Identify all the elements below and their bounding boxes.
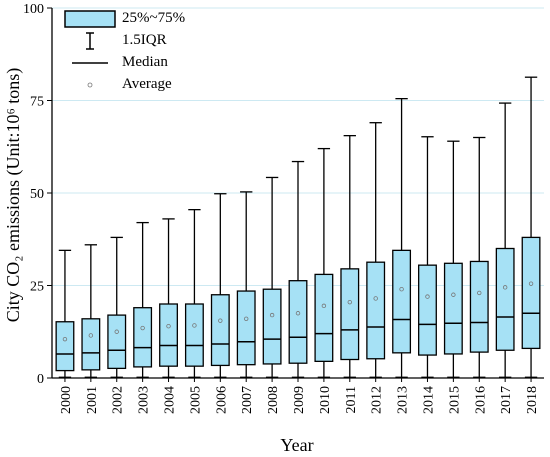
mean-marker (114, 329, 119, 334)
iqr-box (340, 268, 360, 361)
x-tick-label: 2006 (214, 386, 229, 414)
y-tick-label: 0 (37, 372, 44, 387)
x-tick-label: 2005 (188, 386, 203, 414)
x-tick-label: 2009 (292, 386, 307, 414)
iqr-box (314, 273, 334, 362)
box-2013 (392, 98, 412, 378)
box-2016 (469, 136, 489, 378)
box-2012 (366, 122, 386, 378)
median-line-icon (72, 62, 108, 64)
box-2007 (236, 191, 256, 378)
x-tick-label: 2012 (370, 386, 385, 414)
mean-marker (373, 296, 378, 301)
x-tick-label: 2002 (111, 386, 126, 414)
box-2006 (210, 193, 230, 378)
iqr-box (418, 264, 437, 356)
box-2010 (314, 147, 334, 378)
iqr-box (81, 318, 101, 371)
box-2002 (107, 236, 127, 378)
mean-marker (88, 333, 94, 338)
mean-marker (528, 281, 534, 286)
mean-marker (62, 336, 68, 342)
mean-marker (140, 325, 145, 331)
y-axis-label: City CO₂ emissions (Unit:10⁶ tons) (3, 68, 24, 323)
y-tick-label: 50 (30, 187, 44, 202)
x-tick-label: 2015 (447, 386, 462, 414)
x-tick-label: 2018 (525, 386, 540, 414)
box-2008 (262, 176, 282, 378)
legend-label-box: 25%~75% (122, 10, 186, 26)
box-2011 (340, 134, 360, 378)
iqr-box (443, 262, 463, 355)
mean-marker (321, 303, 327, 309)
box-series (55, 76, 541, 378)
box-swatch-icon (64, 10, 116, 28)
mean-marker (192, 323, 197, 328)
box-2003 (133, 221, 153, 378)
legend-label-whisker: 1.5IQR (122, 32, 167, 48)
mean-marker (477, 290, 482, 296)
mean-marker (244, 316, 249, 321)
x-tick-label: 2010 (318, 386, 333, 414)
iqr-box (469, 260, 489, 353)
iqr-box (392, 249, 412, 354)
box-2018 (521, 76, 541, 378)
mean-marker (347, 299, 352, 305)
y-axis-ticks: 0 25 50 75 100 (23, 2, 52, 387)
iqr-box (184, 303, 204, 367)
mean-marker (166, 324, 171, 329)
mean-marker (425, 294, 430, 299)
legend-label-median: Median (122, 54, 168, 70)
iqr-box (133, 307, 153, 368)
legend-label-average: Average (122, 76, 172, 92)
iqr-box (521, 236, 541, 350)
x-tick-label: 2017 (499, 386, 514, 414)
mean-marker (295, 311, 301, 316)
average-dot-icon (87, 82, 93, 88)
whisker-icon (86, 32, 94, 50)
x-tick-label: 2000 (59, 386, 74, 414)
iqr-box (236, 290, 256, 366)
box-2009 (288, 160, 308, 378)
y-tick-label: 25 (30, 280, 44, 295)
x-tick-label: 2003 (137, 386, 152, 414)
x-tick-label: 2016 (473, 386, 488, 414)
mean-marker (399, 287, 404, 292)
box-2017 (495, 102, 515, 378)
mean-marker (218, 318, 223, 323)
iqr-box (210, 294, 230, 367)
x-axis-label: Year (280, 435, 313, 455)
iqr-box (288, 280, 308, 364)
box-2004 (159, 218, 178, 378)
mean-marker (269, 312, 275, 318)
iqr-box (262, 288, 282, 365)
x-tick-label: 2013 (396, 386, 411, 414)
x-tick-label: 2008 (266, 386, 281, 414)
x-tick-label: 2007 (240, 386, 255, 414)
box-2000 (55, 249, 75, 378)
x-tick-label: 2004 (163, 386, 178, 414)
iqr-box (55, 321, 75, 372)
y-tick-label: 75 (30, 95, 44, 110)
box-2014 (418, 136, 437, 378)
mean-marker (502, 285, 508, 290)
box-2005 (184, 208, 204, 378)
iqr-box (159, 303, 178, 367)
x-tick-label: 2014 (421, 386, 436, 414)
x-axis-ticks: 2000 2001 2002 2003 2004 2005 2006 2007 2008 2009… (59, 378, 540, 414)
box-2001 (81, 244, 101, 378)
x-tick-label: 2001 (85, 386, 100, 414)
iqr-box (495, 247, 515, 351)
box-2015 (443, 140, 463, 378)
y-tick-label: 100 (23, 2, 44, 17)
iqr-box (107, 314, 127, 370)
mean-marker (451, 292, 456, 297)
x-tick-label: 2011 (344, 386, 359, 413)
iqr-box (366, 261, 386, 360)
